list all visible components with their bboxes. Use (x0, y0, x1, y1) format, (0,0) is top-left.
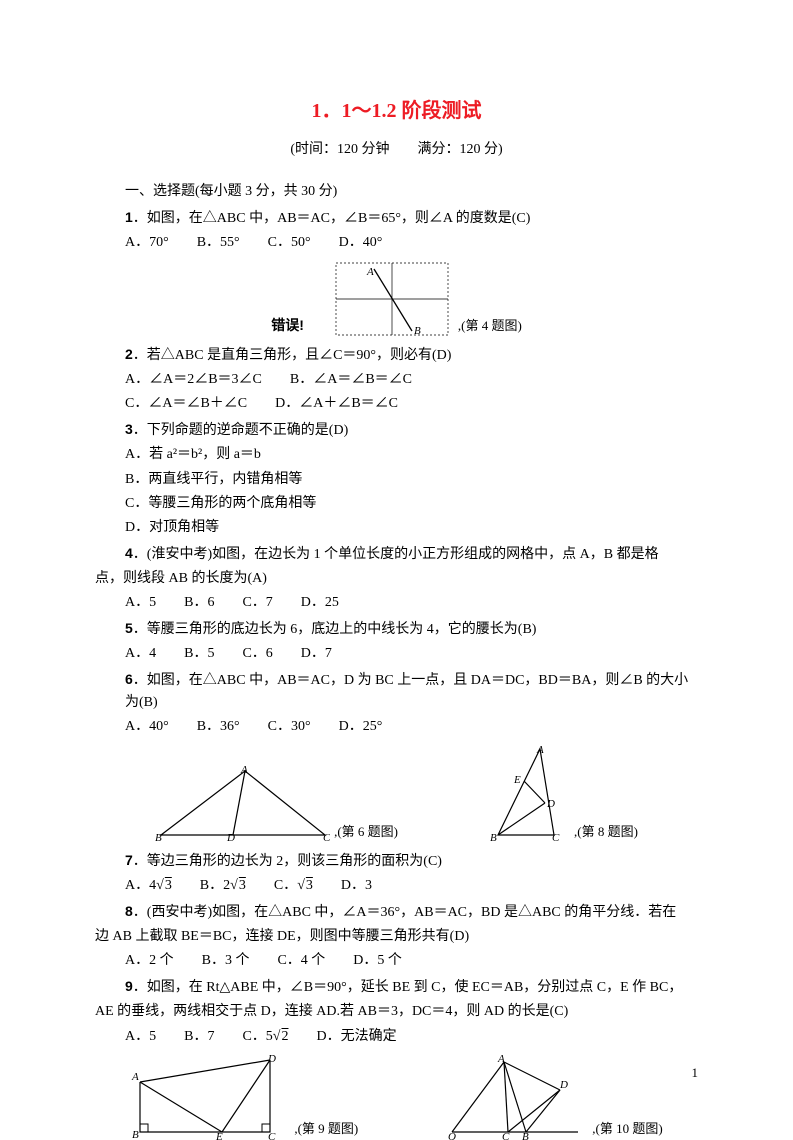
error-label: 错误! (271, 314, 304, 336)
q1-num: 1 (125, 209, 133, 225)
q9-o2: D．无法确定 (288, 1029, 396, 1044)
svg-text:A: A (240, 765, 248, 776)
q4-opts: A．5 B．6 C．7 D．25 (125, 592, 698, 614)
q3: 3．下列命题的逆命题不正确的是(D) (125, 418, 698, 442)
q1: 1．如图，在△ABC 中，AB＝AC，∠B＝65°，则∠A 的度数是(C) (125, 206, 698, 230)
fig6-svg: A B D C (155, 765, 330, 843)
svg-text:D: D (226, 832, 235, 843)
q7-o1: A．4 (125, 878, 156, 893)
q9-opts: A．5 B．7 C．52 D．无法确定 (125, 1026, 698, 1048)
q9-text2: AE 的垂线，两线相交于点 D，连接 AD.若 AB＝3，DC＝4，则 AD 的… (95, 1001, 698, 1023)
subtitle: (时间：120 分钟 满分：120 分) (95, 139, 698, 161)
fig4-cap: ,(第 4 题图) (458, 316, 522, 337)
fig9-svg: A D B E C (130, 1054, 290, 1140)
q7-o2: B．2 (172, 878, 230, 893)
q3-b: B．两直线平行，内错角相等 (125, 469, 698, 491)
q1-text: ．如图，在△ABC 中，AB＝AC，∠B＝65°，则∠A 的度数是(C) (133, 211, 531, 226)
q7-r3: 3 (305, 878, 313, 893)
q4-text: ．(淮安中考)如图，在边长为 1 个单位长度的小正方形组成的网格中，点 A，B … (133, 547, 659, 562)
svg-text:E: E (215, 1131, 223, 1140)
svg-text:A: A (131, 1071, 139, 1083)
q6-opts: A．40° B．36° C．30° D．25° (125, 716, 698, 738)
q9: 9．如图，在 Rt△ABE 中，∠B＝90°，延长 BE 到 C，使 EC＝AB… (125, 975, 698, 999)
svg-text:C: C (552, 832, 560, 843)
fig10-wrap: A D O C B ,(第 10 题图) (448, 1054, 662, 1140)
q3-num: 3 (125, 421, 133, 437)
q2-num: 2 (125, 346, 133, 362)
q3-text: ．下列命题的逆命题不正确的是(D) (133, 423, 348, 438)
q6-text: ．如图，在△ABC 中，AB＝AC，D 为 BC 上一点，且 DA＝DC，BD＝… (125, 673, 688, 710)
svg-text:C: C (323, 832, 330, 843)
q8-num: 8 (125, 903, 133, 919)
svg-text:C: C (268, 1131, 276, 1140)
svg-text:D: D (267, 1054, 276, 1065)
fig6-8-row: A B D C ,(第 6 题图) A E D B C ,(第 8 题图) (95, 745, 698, 843)
fig4-wrap: A B ,(第 4 题图) (334, 261, 522, 337)
svg-text:B: B (522, 1131, 529, 1140)
svg-text:B: B (132, 1129, 139, 1140)
q9-num: 9 (125, 978, 133, 994)
svg-text:D: D (546, 798, 555, 810)
fig9-cap: ,(第 9 题图) (294, 1119, 358, 1140)
q2-optsB: C．∠A＝∠B＋∠C D．∠A＋∠B＝∠C (125, 393, 698, 415)
section-header: 一、选择题(每小题 3 分，共 30 分) (125, 181, 698, 203)
q7-o4: D．3 (313, 878, 372, 893)
q5-opts: A．4 B．5 C．6 D．7 (125, 643, 698, 665)
fig6-wrap: A B D C ,(第 6 题图) (155, 765, 398, 843)
q7-text: ．等边三角形的边长为 2，则该三角形的面积为(C) (133, 854, 442, 869)
q7-r2: 3 (238, 878, 246, 893)
q9-text: ．如图，在 Rt△ABE 中，∠B＝90°，延长 BE 到 C，使 EC＝AB，… (133, 980, 683, 995)
page-title: 1．1～1.2 阶段测试 (95, 95, 698, 127)
q3-d: D．对顶角相等 (125, 517, 698, 539)
svg-text:B: B (490, 832, 497, 843)
q8: 8．(西安中考)如图，在△ABC 中，∠A＝36°，AB＝AC，BD 是△ABC… (125, 900, 698, 924)
q7-opts: A．43 B．23 C．3 D．3 (125, 875, 698, 897)
q6: 6．如图，在△ABC 中，AB＝AC，D 为 BC 上一点，且 DA＝DC，BD… (125, 668, 698, 715)
q6-num: 6 (125, 671, 133, 687)
q1-opts: A．70° B．55° C．50° D．40° (125, 232, 698, 254)
q8-opts: A．2 个 B．3 个 C．4 个 D．5 个 (125, 950, 698, 972)
q9-o1: A．5 B．7 C．5 (125, 1029, 273, 1044)
page-number: 1 (692, 1063, 699, 1084)
sqrt-icon (156, 878, 164, 893)
svg-text:B: B (155, 832, 162, 843)
q7-r1: 3 (164, 878, 172, 893)
q7-num: 7 (125, 852, 133, 868)
q8-text: ．(西安中考)如图，在△ABC 中，∠A＝36°，AB＝AC，BD 是△ABC … (133, 905, 676, 920)
svg-text:C: C (502, 1131, 510, 1140)
q8-text2: 边 AB 上截取 BE＝BC，连接 DE，则图中等腰三角形共有(D) (95, 926, 698, 948)
fig8-cap: ,(第 8 题图) (574, 822, 638, 843)
fig8-svg: A E D B C (488, 745, 570, 843)
fig4-svg: A B (334, 261, 454, 337)
fig8-wrap: A E D B C ,(第 8 题图) (488, 745, 638, 843)
svg-text:B: B (414, 325, 421, 337)
svg-text:O: O (448, 1131, 456, 1140)
fig9-10-row: A D B E C ,(第 9 题图) A D O C B ,(第 10 题图) (95, 1054, 698, 1140)
fig4-row: 错误! A B ,(第 4 题图) (95, 261, 698, 337)
fig9-wrap: A D B E C ,(第 9 题图) (130, 1054, 358, 1140)
fig6-cap: ,(第 6 题图) (334, 822, 398, 843)
svg-text:A: A (366, 266, 374, 278)
q4-num: 4 (125, 545, 133, 561)
fig10-cap: ,(第 10 题图) (592, 1119, 662, 1140)
svg-text:E: E (513, 774, 521, 786)
q3-a: A．若 a²＝b²，则 a＝b (125, 444, 698, 466)
q7: 7．等边三角形的边长为 2，则该三角形的面积为(C) (125, 849, 698, 873)
sqrt-icon (297, 878, 305, 893)
q5-text: ．等腰三角形的底边长为 6，底边上的中线长为 4，它的腰长为(B) (133, 622, 537, 637)
sqrt-icon (230, 878, 238, 893)
q5-num: 5 (125, 620, 133, 636)
q7-o3: C． (246, 878, 297, 893)
q4: 4．(淮安中考)如图，在边长为 1 个单位长度的小正方形组成的网格中，点 A，B… (125, 542, 698, 566)
fig10-svg: A D O C B (448, 1054, 588, 1140)
q2-optsA: A．∠A＝2∠B＝3∠C B．∠A＝∠B＝∠C (125, 369, 698, 391)
q2-text: ．若△ABC 是直角三角形，且∠C＝90°，则必有(D) (133, 348, 452, 363)
q3-c: C．等腰三角形的两个底角相等 (125, 493, 698, 515)
svg-text:A: A (497, 1054, 505, 1065)
q2: 2．若△ABC 是直角三角形，且∠C＝90°，则必有(D) (125, 343, 698, 367)
svg-text:D: D (559, 1079, 568, 1091)
q4-text2: 点，则线段 AB 的长度为(A) (95, 568, 698, 590)
svg-text:A: A (536, 745, 544, 756)
q5: 5．等腰三角形的底边长为 6，底边上的中线长为 4，它的腰长为(B) (125, 617, 698, 641)
